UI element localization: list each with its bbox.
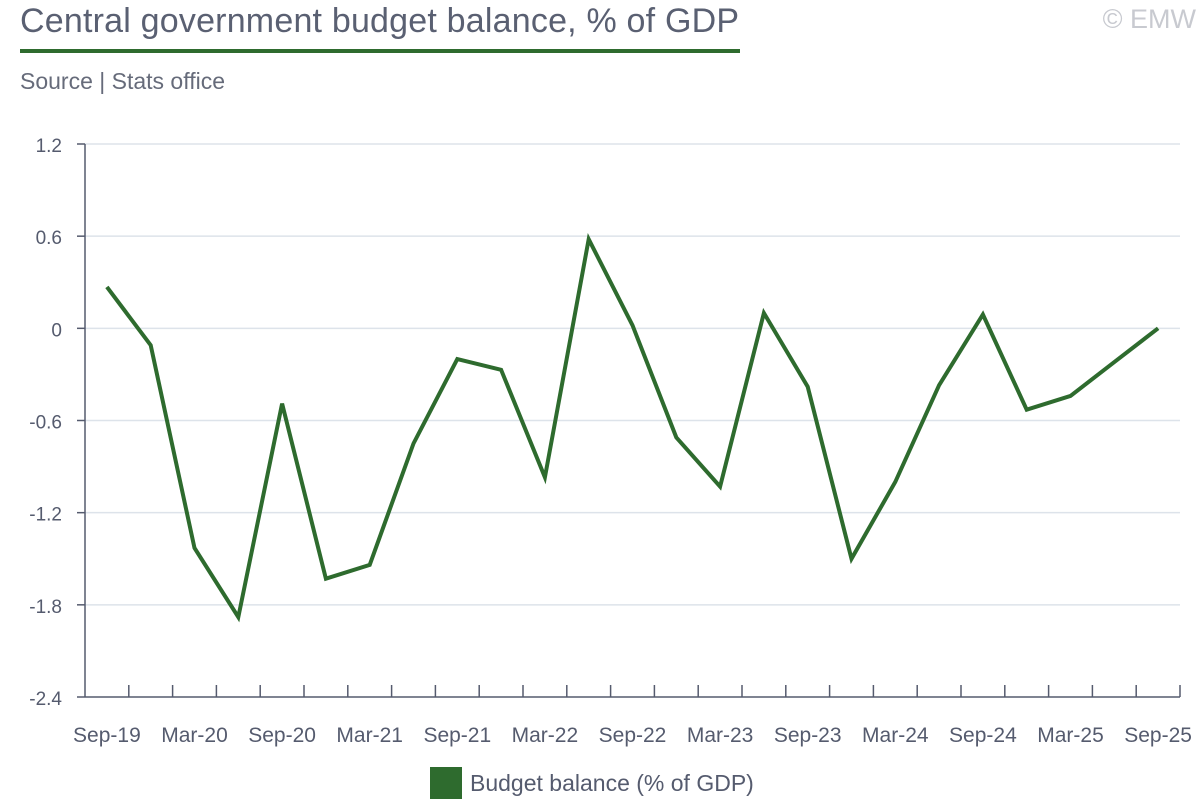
y-tick-label: 1.2 xyxy=(36,136,62,157)
x-tick-label: Mar-21 xyxy=(336,724,403,747)
title-underline xyxy=(20,49,740,53)
x-tick-label: Mar-25 xyxy=(1037,724,1104,747)
legend-label: Budget balance (% of GDP) xyxy=(470,769,754,796)
series-line xyxy=(105,233,1160,623)
y-tick-label: 0.6 xyxy=(36,228,62,249)
y-tick-label: -1.2 xyxy=(29,505,62,526)
x-tick-label: Sep-21 xyxy=(423,724,491,747)
chart-title: Central government budget balance, % of … xyxy=(20,2,740,40)
copyright-mark: © EMW xyxy=(1102,4,1196,34)
x-tick-label: Sep-24 xyxy=(949,724,1017,747)
y-tick-label: 0 xyxy=(51,320,62,341)
x-tick-label: Mar-24 xyxy=(862,724,929,747)
y-tick-label: -2.4 xyxy=(29,689,62,710)
legend: Budget balance (% of GDP) xyxy=(430,766,754,800)
x-tick-label: Mar-23 xyxy=(687,724,754,747)
x-tick-label: Sep-23 xyxy=(774,724,842,747)
y-tick-label: -0.6 xyxy=(29,413,62,434)
x-tick-label: Sep-20 xyxy=(248,724,316,747)
x-tick-label: Sep-19 xyxy=(73,724,141,747)
legend-swatch xyxy=(430,767,462,799)
x-tick-label: Mar-20 xyxy=(161,724,228,747)
x-tick-label: Sep-25 xyxy=(1124,724,1192,747)
y-tick-label: -1.8 xyxy=(29,597,62,618)
x-tick-label: Mar-22 xyxy=(512,724,579,747)
chart-source: Source | Stats office xyxy=(20,68,225,94)
x-tick-label: Sep-22 xyxy=(599,724,667,747)
